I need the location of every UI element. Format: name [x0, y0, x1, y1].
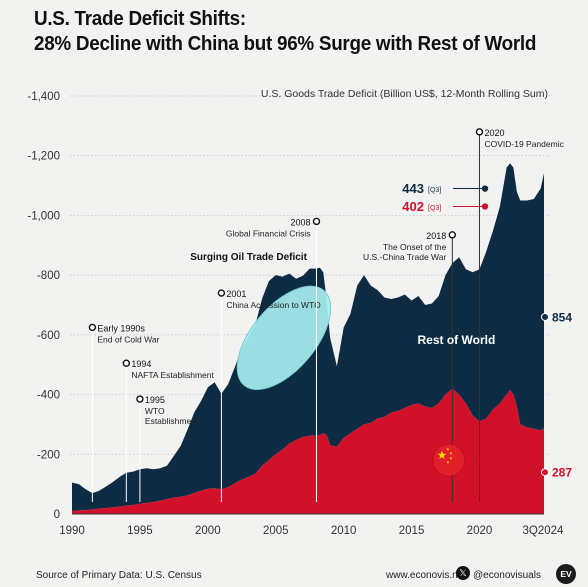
y-tick-label: -600: [37, 330, 60, 342]
total-2018-value: 443: [402, 181, 424, 196]
series-label: Rest of World: [418, 333, 496, 347]
x-tick-label: 2020: [467, 525, 493, 537]
total-2018-value: 402: [402, 199, 424, 214]
annotation-event-2: Establishment: [145, 416, 199, 426]
annotation-event: NAFTA Establishment: [131, 370, 214, 380]
axes: 0 -200 -400 -600 -800 -1,000 -1,200 -1,400 1990 1…: [27, 91, 564, 537]
end-values: 854 287: [541, 310, 572, 480]
econovis-logo: EV: [556, 564, 576, 584]
annotation-marker: [475, 128, 484, 136]
chart-title: U.S. Trade Deficit Shifts: 28% Decline w…: [34, 6, 536, 56]
y-tick-label: -800: [37, 270, 60, 282]
y-tick-label: 0: [54, 509, 60, 521]
flag-small-star: [449, 456, 453, 460]
total-2018-marker: [481, 203, 489, 210]
flag-small-star: [446, 460, 450, 464]
series-label: Surging Oil Trade Deficit: [190, 252, 307, 263]
end-value-label: 287: [552, 466, 572, 480]
annotation-year: 2001: [226, 289, 246, 299]
total-2018-tag: [Q3]: [428, 187, 441, 194]
annotation-year: 1995: [145, 395, 165, 405]
annotation-event: End of Cold War: [97, 334, 159, 344]
y-tick-label: -1,200: [27, 151, 60, 163]
x-tick-label: 2010: [331, 525, 357, 537]
total-2018-tag: [Q3]: [428, 205, 441, 212]
x-logo-icon: 𝕏: [456, 566, 470, 580]
annotation-marker: [88, 323, 97, 332]
flag-big-star: [437, 450, 447, 459]
x-tick-label: 2015: [399, 525, 425, 537]
end-value-marker: [541, 312, 549, 321]
flag-small-star: [449, 451, 453, 455]
annotation-event-2: U.S.-China Trade War: [363, 252, 446, 262]
china-area: [72, 388, 544, 514]
oil-highlight-ellipse: [236, 285, 332, 391]
annotation-event: Global Financial Crisis: [226, 228, 311, 238]
y-tick-label: -1,000: [27, 210, 60, 222]
china-flag-icon: [432, 443, 466, 477]
annotation-event: China Accession to WTO: [226, 300, 321, 310]
total-2018-marker: [481, 185, 489, 192]
end-value-marker: [541, 468, 549, 477]
x-tick-label: 1995: [127, 525, 153, 537]
annotation-marker: [217, 289, 226, 297]
annotation-year: 2018: [426, 231, 446, 241]
title-line-2: 28% Decline with China but 96% Surge wit…: [34, 32, 537, 55]
annotation-marker: [312, 217, 321, 226]
annotation-year: 2008: [290, 217, 310, 227]
website-link[interactable]: www.econovis.net: [386, 570, 467, 581]
x-tick-label: 2005: [263, 525, 289, 537]
y-tick-label: -1,400: [27, 91, 60, 103]
x-tick-label: 2000: [195, 525, 221, 537]
annotation-event: COVID-19 Pandemic: [484, 139, 564, 149]
end-value-label: 854: [552, 310, 572, 324]
source-note: Source of Primary Data: U.S. Census: [36, 570, 202, 581]
y-tick-label: -400: [37, 390, 60, 402]
flag-small-star: [446, 447, 450, 451]
annotation-marker: [122, 359, 131, 367]
flag-circle: [432, 443, 466, 477]
annotation-year: 1994: [131, 359, 151, 369]
annotation-year: 2020: [484, 128, 504, 138]
annotation-event: WTO: [145, 406, 165, 416]
oil-highlight: [236, 285, 332, 391]
annotation-marker: [448, 231, 457, 239]
annotation-event: The Onset of the: [383, 242, 447, 252]
chart-subtitle: U.S. Goods Trade Deficit (Billion US$, 1…: [261, 88, 548, 100]
y-tick-label: -200: [37, 449, 60, 461]
annotation-year: Early 1990s: [97, 323, 145, 333]
x-tick-label-last: 3Q2024: [523, 525, 565, 537]
title-line-1: U.S. Trade Deficit Shifts:: [34, 7, 246, 30]
annotation-marker: [136, 395, 144, 403]
x-tick-label: 1990: [59, 525, 85, 537]
social-handle[interactable]: @econovisuals: [473, 570, 541, 581]
